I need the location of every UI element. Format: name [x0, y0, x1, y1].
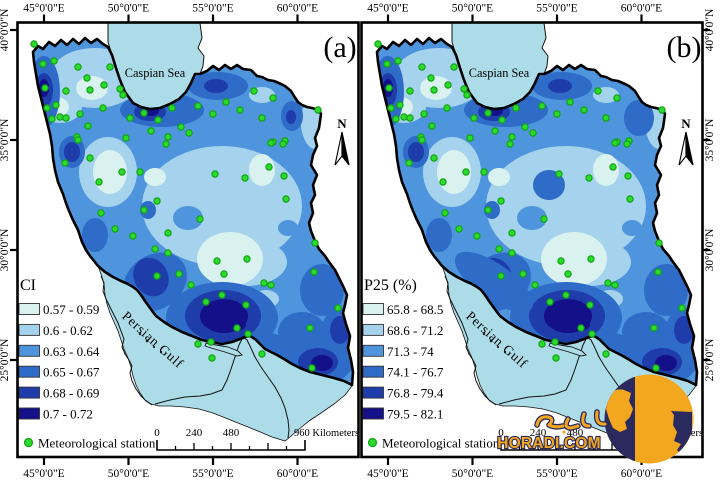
svg-text:0.7 - 0.72: 0.7 - 0.72: [43, 407, 93, 422]
svg-text:60°0'0"E: 60°0'0"E: [277, 3, 318, 15]
svg-text:N: N: [337, 116, 347, 131]
svg-text:55°0'0"E: 55°0'0"E: [192, 468, 233, 480]
svg-text:60°0'0"E: 60°0'0"E: [621, 3, 662, 15]
svg-text:Caspian Sea: Caspian Sea: [469, 66, 530, 80]
svg-text:50°0'0"E: 50°0'0"E: [108, 468, 149, 480]
svg-text:0.65 - 0.67: 0.65 - 0.67: [43, 365, 100, 380]
svg-text:79.5 - 82.1: 79.5 - 82.1: [387, 407, 443, 422]
svg-text:Meteorological station: Meteorological station: [382, 436, 500, 451]
svg-text:35°0'0"N: 35°0'0"N: [704, 118, 716, 161]
svg-text:HORADI.COM: HORADI.COM: [497, 435, 601, 452]
svg-text:45°0'0"E: 45°0'0"E: [23, 3, 64, 15]
svg-text:71.3 - 74: 71.3 - 74: [387, 344, 434, 359]
svg-text:30°0'0"N: 30°0'0"N: [0, 228, 11, 271]
svg-text:55°0'0"E: 55°0'0"E: [536, 468, 577, 480]
svg-text:240: 240: [530, 427, 547, 439]
svg-text:45°0'0"E: 45°0'0"E: [23, 468, 64, 480]
svg-text:480: 480: [223, 427, 240, 439]
svg-text:35°0'0"N: 35°0'0"N: [0, 118, 11, 161]
svg-text:0.63 - 0.64: 0.63 - 0.64: [43, 344, 100, 359]
svg-text:40°0'0"N: 40°0'0"N: [0, 8, 11, 51]
svg-text:Caspian Sea: Caspian Sea: [125, 66, 186, 80]
svg-text:960 Kilometers: 960 Kilometers: [294, 428, 359, 439]
svg-text:(a): (a): [323, 31, 356, 64]
svg-text:(b): (b): [667, 31, 702, 64]
svg-text:45°0'0"E: 45°0'0"E: [367, 468, 408, 480]
svg-text:P25 (%): P25 (%): [364, 277, 417, 294]
svg-text:Meteorological station: Meteorological station: [38, 436, 156, 451]
svg-text:55°0'0"E: 55°0'0"E: [536, 3, 577, 15]
svg-text:0.57 - 0.59: 0.57 - 0.59: [43, 302, 99, 317]
svg-text:60°0'0"E: 60°0'0"E: [621, 468, 662, 480]
svg-text:50°0'0"E: 50°0'0"E: [452, 468, 493, 480]
svg-text:25°0'0"N: 25°0'0"N: [704, 338, 716, 381]
svg-text:68.6 - 71.2: 68.6 - 71.2: [387, 323, 443, 338]
svg-text:40°0'0"N: 40°0'0"N: [704, 8, 716, 51]
svg-text:60°0'0"E: 60°0'0"E: [277, 468, 318, 480]
svg-text:50°0'0"E: 50°0'0"E: [452, 3, 493, 15]
svg-text:N: N: [681, 116, 691, 131]
svg-text:45°0'0"E: 45°0'0"E: [367, 3, 408, 15]
svg-text:76.8 - 79.4: 76.8 - 79.4: [387, 386, 444, 401]
svg-text:0: 0: [154, 427, 160, 439]
svg-text:74.1 - 76.7: 74.1 - 76.7: [387, 365, 444, 380]
svg-text:55°0'0"E: 55°0'0"E: [192, 3, 233, 15]
svg-text:0.6 - 0.62: 0.6 - 0.62: [43, 323, 93, 338]
svg-text:65.8 - 68.5: 65.8 - 68.5: [387, 302, 443, 317]
svg-text:25°0'0"N: 25°0'0"N: [0, 338, 11, 381]
svg-text:0.68 - 0.69: 0.68 - 0.69: [43, 386, 99, 401]
svg-text:CI: CI: [20, 277, 36, 294]
svg-text:0: 0: [498, 427, 504, 439]
svg-text:HORADI.COM: HORADI.COM: [497, 435, 601, 452]
svg-text:30°0'0"N: 30°0'0"N: [704, 228, 716, 271]
svg-text:50°0'0"E: 50°0'0"E: [108, 3, 149, 15]
svg-text:240: 240: [186, 427, 203, 439]
